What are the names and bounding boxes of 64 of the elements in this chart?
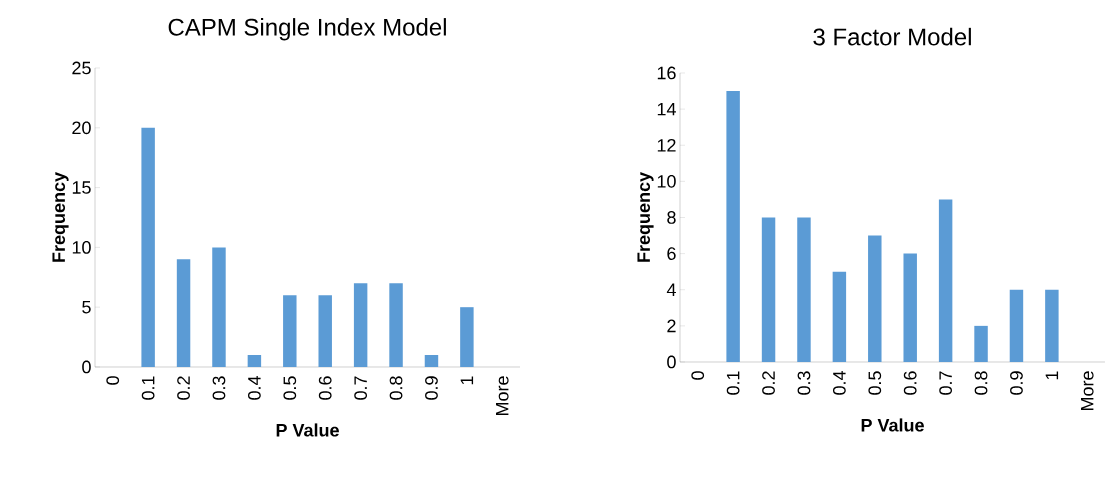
y-tick-label: 4 bbox=[666, 283, 676, 296]
x-tick-label: 0.6 bbox=[903, 371, 917, 395]
bar bbox=[318, 295, 332, 367]
x-tick-label: 0.8 bbox=[974, 371, 988, 395]
y-tick-label: 20 bbox=[72, 121, 91, 135]
x-axis-title: P Value bbox=[861, 418, 924, 432]
x-tick-label: More bbox=[1081, 371, 1094, 411]
x-tick-label: 0.2 bbox=[177, 376, 190, 400]
x-tick-label: 0.5 bbox=[283, 376, 297, 400]
bar bbox=[832, 271, 847, 362]
y-axis-title: Frequency bbox=[637, 172, 654, 262]
x-tick-label: 0.3 bbox=[212, 376, 226, 400]
y-axis-title: Frequency bbox=[52, 172, 69, 262]
chart-title: 3 Factor Model bbox=[813, 27, 971, 46]
bar bbox=[797, 217, 811, 362]
x-tick-label: 0.3 bbox=[797, 371, 811, 395]
x-axis-title: P Value bbox=[276, 423, 339, 437]
y-tick-label: 10 bbox=[72, 241, 91, 254]
bar bbox=[1045, 289, 1059, 362]
bar bbox=[141, 127, 155, 367]
x-tick-label: 1 bbox=[1045, 371, 1059, 380]
y-tick-label: 0 bbox=[667, 355, 676, 369]
y-tick-label: 15 bbox=[72, 181, 91, 194]
x-tick-label: 0.2 bbox=[762, 371, 775, 395]
x-tick-label: 0.1 bbox=[141, 376, 155, 400]
bar bbox=[726, 91, 740, 362]
x-tick-label: 0.8 bbox=[389, 376, 403, 400]
x-tick-label: 1 bbox=[460, 376, 474, 385]
x-tick-label: More bbox=[496, 376, 509, 416]
x-tick-label: 0.9 bbox=[1010, 371, 1023, 395]
bar bbox=[176, 259, 191, 367]
y-tick-label: 12 bbox=[657, 138, 676, 152]
bar bbox=[974, 325, 988, 362]
x-tick-label: 0.9 bbox=[425, 376, 438, 400]
x-tick-label: 0.7 bbox=[939, 371, 952, 395]
x-tick-label: 0.1 bbox=[726, 371, 740, 395]
bar bbox=[903, 253, 917, 362]
y-tick-label: 6 bbox=[667, 247, 676, 260]
y-tick-label: 25 bbox=[72, 61, 91, 75]
bar bbox=[460, 307, 474, 367]
x-tick-label: 0.4 bbox=[248, 376, 261, 400]
bar bbox=[424, 355, 439, 367]
x-tick-label: 0 bbox=[691, 371, 705, 380]
y-tick-label: 8 bbox=[667, 211, 676, 224]
bar bbox=[1009, 289, 1024, 362]
bar bbox=[389, 283, 403, 367]
chart-title: CAPM Single Index Model bbox=[168, 18, 446, 41]
bar bbox=[212, 247, 226, 367]
bar bbox=[938, 199, 953, 362]
x-tick-label: 0.4 bbox=[833, 371, 846, 395]
bar bbox=[283, 295, 297, 367]
y-tick-label: 5 bbox=[82, 300, 91, 314]
y-tick-label: 10 bbox=[657, 174, 676, 188]
bar bbox=[761, 217, 776, 362]
x-tick-label: 0.6 bbox=[318, 376, 332, 400]
x-tick-label: 0.5 bbox=[868, 371, 882, 395]
x-tick-label: 0.7 bbox=[354, 376, 367, 400]
y-tick-label: 2 bbox=[667, 319, 676, 333]
bar bbox=[247, 355, 262, 367]
bar bbox=[353, 283, 368, 367]
y-tick-label: 16 bbox=[657, 66, 676, 80]
x-tick-label: 0 bbox=[106, 376, 120, 385]
bar bbox=[868, 235, 882, 362]
y-tick-label: 14 bbox=[657, 102, 676, 116]
